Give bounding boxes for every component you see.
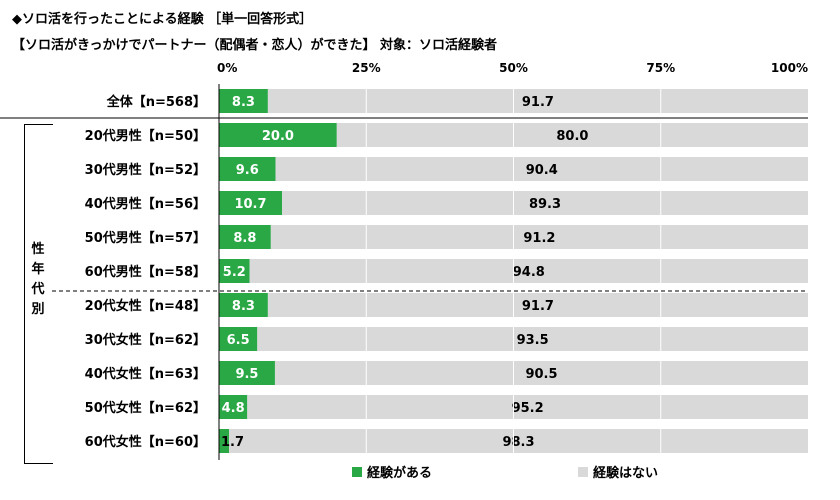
bar-yes <box>219 361 275 385</box>
bar-yes <box>219 395 248 419</box>
value-label-no: 91.7 <box>522 299 554 314</box>
legend-swatch-yes <box>352 467 362 477</box>
bar-no <box>229 429 808 453</box>
value-label-no: 80.0 <box>556 129 588 144</box>
value-label-no: 95.2 <box>512 401 544 416</box>
bar-no <box>270 225 808 249</box>
x-tick-label: 100% <box>771 61 808 75</box>
value-label-yes: 9.6 <box>236 163 259 178</box>
category-label: 40代男性【n=56】 <box>85 196 206 212</box>
category-label: 50代女性【n=62】 <box>85 400 206 416</box>
value-label-yes: 8.3 <box>232 299 255 314</box>
value-label-no: 93.5 <box>517 333 549 348</box>
category-label: 全体【n=568】 <box>106 94 206 110</box>
x-tick-label: 25% <box>352 61 381 75</box>
value-label-no: 90.4 <box>526 163 558 178</box>
value-label-yes: 10.7 <box>234 197 266 212</box>
value-label-yes: 4.8 <box>222 401 245 416</box>
chart-subtitle: 【ソロ活がきっかけでパートナー（配偶者・恋人）ができた】 対象：ソロ活経験者 <box>12 38 498 53</box>
value-label-yes: 8.8 <box>233 231 256 246</box>
group-label: 性年代別 <box>31 242 45 317</box>
bar-yes <box>219 429 230 453</box>
category-label: 40代女性【n=63】 <box>85 366 206 382</box>
bar-no <box>282 191 808 215</box>
value-label-no: 91.2 <box>523 231 555 246</box>
category-label: 50代男性【n=57】 <box>85 230 206 246</box>
category-label: 60代女性【n=60】 <box>85 434 206 450</box>
value-label-yes: 1.7 <box>221 435 244 450</box>
value-label-yes: 5.2 <box>223 265 246 280</box>
category-label: 30代男性【n=52】 <box>85 162 206 178</box>
bar-yes <box>219 89 268 113</box>
legend-swatch-no <box>578 467 588 477</box>
bar-yes <box>219 225 271 249</box>
bar-yes <box>219 157 276 181</box>
value-label-no: 98.3 <box>502 435 534 450</box>
bar-yes <box>219 293 268 317</box>
category-label: 30代女性【n=62】 <box>85 332 206 348</box>
category-label: 60代男性【n=58】 <box>85 264 206 280</box>
group-bracket <box>24 124 53 464</box>
bar-yes <box>219 191 283 215</box>
bar-no <box>274 361 809 385</box>
bar-no <box>247 395 809 419</box>
value-label-yes: 20.0 <box>262 129 294 144</box>
bar-yes <box>219 259 250 283</box>
value-label-no: 91.7 <box>522 95 554 110</box>
bar-no <box>267 89 809 113</box>
value-label-yes: 8.3 <box>232 95 255 110</box>
x-tick-label: 0% <box>217 61 237 75</box>
bar-no <box>257 327 808 351</box>
value-label-no: 94.8 <box>513 265 545 280</box>
category-label: 20代男性【n=50】 <box>85 128 206 144</box>
value-label-no: 89.3 <box>529 197 561 212</box>
x-tick-label: 50% <box>499 61 528 75</box>
chart-title: ◆ソロ活を行ったことによる経験 ［単一回答形式］ <box>12 12 313 27</box>
value-label-yes: 6.5 <box>227 333 250 348</box>
category-label: 20代女性【n=48】 <box>85 298 206 314</box>
bar-no <box>275 157 808 181</box>
bar-yes <box>219 327 258 351</box>
bar-no <box>267 293 809 317</box>
bar-yes <box>219 123 337 147</box>
x-tick-label: 75% <box>646 61 675 75</box>
legend-label-yes: 経験がある <box>367 465 432 481</box>
bar-no <box>336 123 808 147</box>
legend-label-no: 経験はない <box>593 465 658 481</box>
value-label-no: 90.5 <box>525 367 557 382</box>
bar-no <box>249 259 809 283</box>
value-label-yes: 9.5 <box>235 367 258 382</box>
